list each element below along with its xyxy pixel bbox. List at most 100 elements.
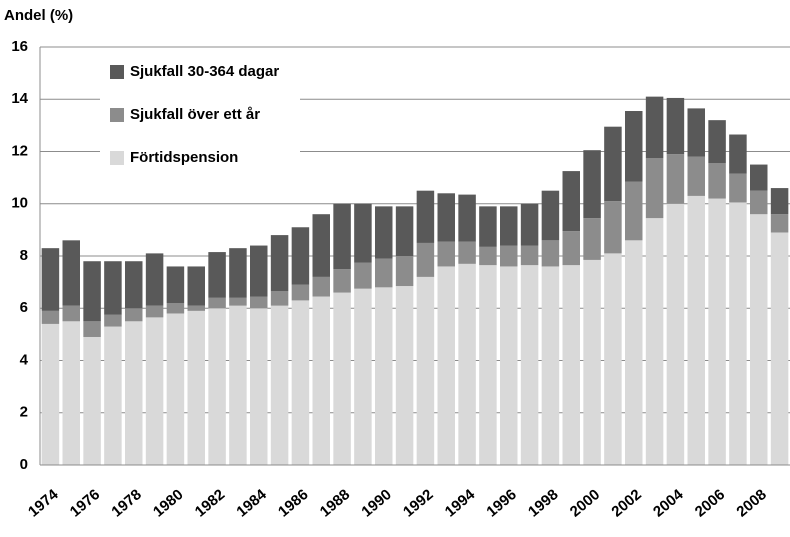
bar-segment (770, 232, 789, 465)
bar-segment (458, 194, 476, 242)
y-axis-title: Andel (%) (4, 7, 73, 24)
bar-segment (395, 286, 414, 465)
y-tick-label: 14 (11, 90, 28, 107)
bar-segment (187, 305, 205, 311)
legend-swatch (110, 151, 124, 165)
bar-segment (562, 231, 580, 266)
legend-label: Förtidspension (130, 149, 238, 166)
bar-segment (104, 326, 122, 465)
bar-segment (375, 287, 393, 465)
bar-segment (666, 203, 685, 465)
bar-segment (208, 297, 226, 309)
bar-segment (500, 245, 518, 267)
y-tick-label: 6 (20, 299, 28, 316)
bar-segment (333, 203, 351, 270)
bar-segment (291, 284, 310, 301)
bar-segment (458, 241, 476, 264)
bar-segment (354, 203, 372, 263)
x-tick-label: 2002 (608, 486, 644, 520)
bar-segment (250, 245, 268, 297)
bar-segment (604, 126, 622, 202)
y-tick-label: 0 (20, 456, 28, 473)
x-tick-label: 1998 (525, 486, 561, 520)
bar-segment (250, 296, 268, 309)
x-tick-label: 2000 (567, 486, 603, 520)
bar-segment (770, 214, 789, 233)
bar-segment (166, 313, 185, 465)
bar-segment (604, 201, 622, 254)
bar-segment (687, 108, 705, 157)
bar-segment (708, 198, 726, 465)
bar-segment (187, 310, 205, 465)
x-tick-label: 1996 (483, 486, 519, 520)
bar-segment (187, 266, 205, 306)
y-tick-label: 4 (20, 351, 29, 368)
x-tick-label: 1990 (358, 486, 394, 520)
bar-segment (62, 321, 80, 465)
bar-segment (437, 241, 455, 267)
legend-swatch (110, 108, 124, 122)
x-tick-label: 1994 (442, 486, 479, 521)
bar-segment (666, 97, 685, 155)
bar-segment (416, 190, 435, 243)
bar-segment (770, 188, 789, 215)
y-tick-label: 8 (20, 247, 28, 264)
bar-segment (395, 256, 414, 287)
bar-segment (583, 259, 601, 465)
bar-segment (687, 195, 705, 465)
bar-segment (500, 206, 518, 246)
bar-segment (229, 305, 247, 465)
bar-segment (208, 252, 226, 298)
bar-segment (250, 308, 268, 465)
bar-segment (229, 297, 247, 306)
bar-segment (604, 253, 622, 465)
bar-segment (479, 246, 497, 266)
bar-segment (145, 305, 164, 318)
bar-segment (104, 314, 122, 327)
legend-label: Sjukfall över ett år (130, 106, 260, 123)
bar-segment (104, 261, 122, 315)
y-tick-label: 10 (11, 195, 28, 212)
x-tick-label: 1988 (317, 486, 353, 520)
bar-segment (625, 240, 643, 465)
bar-segment (41, 248, 60, 311)
bar-segment (145, 253, 164, 306)
bar-segment (375, 258, 393, 288)
bar-segment (83, 336, 101, 465)
bar-segment (562, 265, 580, 465)
bar-segment (479, 206, 497, 247)
bar-segment (270, 305, 289, 465)
legend-box (100, 52, 300, 180)
bar-segment (520, 245, 539, 266)
bar-segment (583, 218, 601, 260)
bar-segment (270, 291, 289, 306)
y-tick-label: 2 (20, 404, 28, 421)
bar-segment (666, 154, 685, 204)
bar-segment (354, 262, 372, 289)
bar-segment (708, 120, 726, 164)
bar-segment (625, 111, 643, 182)
bar-segment (416, 276, 435, 465)
x-tick-label: 1982 (192, 486, 228, 520)
bar-segment (416, 242, 435, 277)
bar-segment (333, 269, 351, 293)
bar-segment (541, 240, 560, 267)
bar-segment (437, 193, 455, 242)
bar-segment (291, 300, 310, 465)
bar-segment (83, 321, 101, 337)
bar-segment (750, 164, 768, 191)
x-tick-label: 1974 (25, 486, 62, 521)
bar-segment (125, 261, 143, 309)
bar-segment (333, 292, 351, 465)
bar-segment (166, 266, 185, 304)
bar-segment (458, 263, 476, 465)
bar-segment (229, 248, 247, 298)
bar-segment (291, 227, 310, 285)
bar-segment (520, 265, 539, 465)
bar-segment (125, 308, 143, 322)
bar-segment (270, 235, 289, 292)
bar-segment (750, 214, 768, 465)
bar-segment (208, 308, 226, 465)
bar-segment (312, 214, 330, 277)
bar-segment (541, 266, 560, 465)
